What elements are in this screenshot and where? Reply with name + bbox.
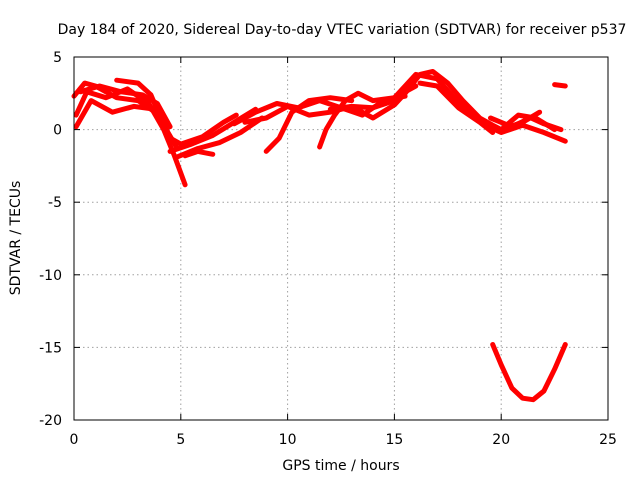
y-tick-label: 5 — [53, 50, 62, 66]
y-tick-label: -20 — [39, 413, 62, 429]
series-arc-19 — [552, 82, 568, 89]
axis-ticks: 0 5 10 15 20 25 -20 -15 -10 -5 0 5 — [39, 50, 617, 448]
series-arc-8 — [182, 148, 216, 159]
y-axis-label: SDTVAR / TECUs — [8, 181, 24, 296]
x-tick-label: 10 — [279, 432, 297, 448]
series-arc-5 — [114, 77, 179, 150]
series-arc-4 — [77, 83, 173, 130]
x-tick-label: 25 — [599, 432, 617, 448]
series-arc-15 — [417, 80, 496, 135]
x-tick-label: 0 — [70, 432, 79, 448]
series-arc-18 — [528, 115, 564, 133]
x-tick-label: 15 — [385, 432, 403, 448]
chart-title: Day 184 of 2020, Sidereal Day-to-day VTE… — [58, 22, 627, 38]
plot-frame — [73, 56, 609, 421]
series-arc-11 — [263, 95, 355, 154]
x-tick-label: 20 — [492, 432, 510, 448]
data-series — [71, 69, 568, 403]
y-tick-label: -5 — [48, 195, 62, 211]
x-axis-label: GPS time / hours — [282, 458, 399, 474]
series-arc-10 — [242, 98, 397, 125]
y-tick-label: -15 — [39, 340, 62, 356]
series-arc-12 — [317, 83, 419, 150]
y-tick-label: 0 — [53, 123, 62, 139]
y-tick-label: -10 — [39, 268, 62, 284]
series-arc-20 — [490, 342, 568, 403]
x-tick-label: 5 — [176, 432, 185, 448]
